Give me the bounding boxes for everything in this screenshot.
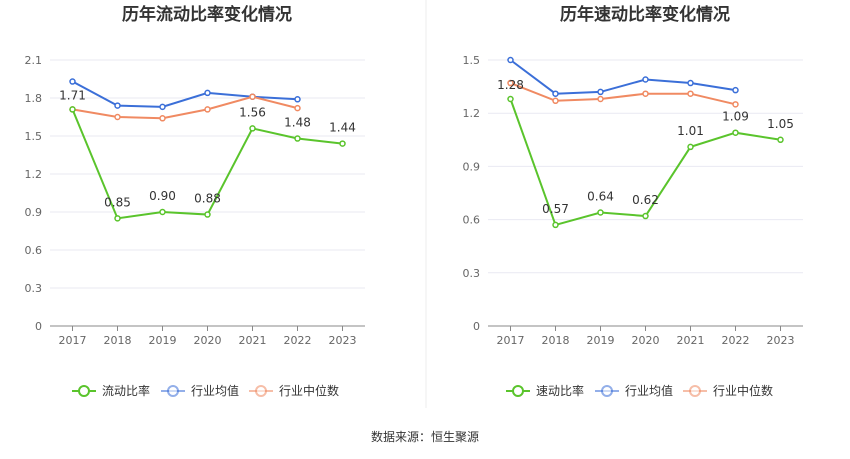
data-point [159, 208, 166, 216]
data-label: 0.62 [632, 193, 659, 207]
data-point [642, 90, 649, 97]
data-label: 1.48 [284, 116, 311, 130]
legend-label[interactable]: 速动比率 [536, 383, 584, 398]
data-point [114, 113, 121, 121]
legend-label[interactable]: 行业均值 [625, 383, 673, 398]
y-tick-label: 0 [35, 320, 42, 333]
legend-marker-icon[interactable] [689, 385, 701, 397]
data-point [507, 56, 514, 64]
x-tick-label: 2021 [239, 334, 267, 347]
x-tick-label: 2018 [104, 334, 132, 347]
data-point [507, 79, 514, 87]
legend-marker-icon[interactable] [255, 385, 267, 397]
y-tick-label: 2.1 [25, 54, 43, 67]
legend-label[interactable]: 流动比率 [102, 383, 150, 398]
y-tick-label: 1.2 [463, 107, 481, 120]
data-label: 1.01 [677, 124, 704, 138]
y-tick-label: 1.5 [25, 130, 43, 143]
data-point [597, 88, 604, 96]
data-point [642, 212, 649, 220]
y-tick-label: 1.8 [25, 92, 43, 105]
data-point [294, 135, 301, 142]
series-line-industry-average [509, 59, 736, 95]
data-point [204, 211, 211, 218]
data-point [249, 125, 256, 132]
x-tick-label: 2018 [542, 334, 570, 347]
x-tick-label: 2020 [632, 334, 660, 347]
legend-label[interactable]: 行业中位数 [279, 383, 339, 398]
chart-title-1: 历年流动比率变化情况 [122, 4, 292, 25]
series-line-industry-median [510, 82, 736, 106]
x-tick-label: 2022 [722, 334, 750, 347]
y-tick-label: 1.2 [25, 168, 43, 181]
data-point [777, 136, 784, 144]
data-point [732, 129, 739, 136]
x-tick-label: 2023 [329, 334, 357, 347]
data-label: 0.85 [104, 195, 131, 209]
data-source: 数据来源：恒生聚源 [370, 430, 479, 444]
legend-label[interactable]: 行业均值 [191, 383, 239, 398]
data-point [687, 90, 694, 97]
data-point [732, 101, 739, 108]
y-tick-label: 0 [473, 320, 480, 333]
data-point [69, 106, 76, 113]
data-point [339, 140, 346, 147]
series-line-industry-average [72, 80, 298, 108]
data-label: 0.64 [587, 190, 614, 204]
data-point [69, 78, 76, 85]
data-point [294, 104, 301, 112]
data-point [597, 209, 604, 216]
data-label: 0.88 [194, 192, 221, 206]
legend-marker-icon[interactable] [167, 385, 179, 397]
x-tick-label: 2017 [497, 334, 525, 347]
chart-title-2: 历年速动比率变化情况 [560, 4, 730, 25]
x-tick-label: 2023 [767, 334, 795, 347]
y-tick-label: 0.9 [25, 206, 43, 219]
data-label: 1.05 [767, 117, 794, 131]
legend-marker-icon[interactable] [512, 385, 524, 397]
data-point [687, 143, 694, 151]
data-label: 1.28 [497, 78, 524, 92]
data-label: 1.56 [239, 105, 266, 119]
data-point [204, 89, 211, 97]
data-point [507, 95, 514, 103]
y-tick-label: 0.3 [25, 282, 43, 295]
legend-marker-icon[interactable] [601, 385, 613, 397]
x-tick-label: 2017 [59, 334, 87, 347]
data-point [249, 93, 256, 100]
y-tick-label: 0.3 [463, 267, 481, 280]
x-tick-label: 2020 [194, 334, 222, 347]
legend-marker-icon[interactable] [78, 385, 90, 397]
x-tick-label: 2021 [677, 334, 705, 347]
data-point [204, 106, 211, 113]
legend-label[interactable]: 行业中位数 [713, 383, 773, 398]
data-point [552, 90, 559, 97]
data-point [552, 221, 559, 229]
data-point [159, 115, 166, 122]
data-label: 0.90 [149, 189, 176, 203]
series-line-industry-median [72, 95, 298, 120]
data-point [597, 95, 604, 103]
data-point [552, 97, 559, 105]
y-tick-label: 0.9 [463, 160, 481, 173]
data-point [294, 96, 301, 103]
y-tick-label: 1.5 [463, 54, 481, 67]
y-tick-label: 0.6 [463, 214, 481, 227]
x-tick-label: 2022 [284, 334, 312, 347]
data-label: 1.44 [329, 121, 356, 135]
x-tick-label: 2019 [149, 334, 177, 347]
data-point [687, 79, 694, 87]
y-tick-label: 0.6 [25, 244, 43, 257]
data-label: 1.09 [722, 110, 749, 124]
data-point [732, 86, 739, 94]
data-label: 1.71 [59, 88, 86, 102]
x-tick-label: 2019 [587, 334, 615, 347]
data-point [114, 215, 121, 222]
data-point [642, 76, 649, 83]
data-label: 0.57 [542, 202, 569, 216]
data-point [114, 102, 121, 109]
data-point [159, 103, 166, 111]
